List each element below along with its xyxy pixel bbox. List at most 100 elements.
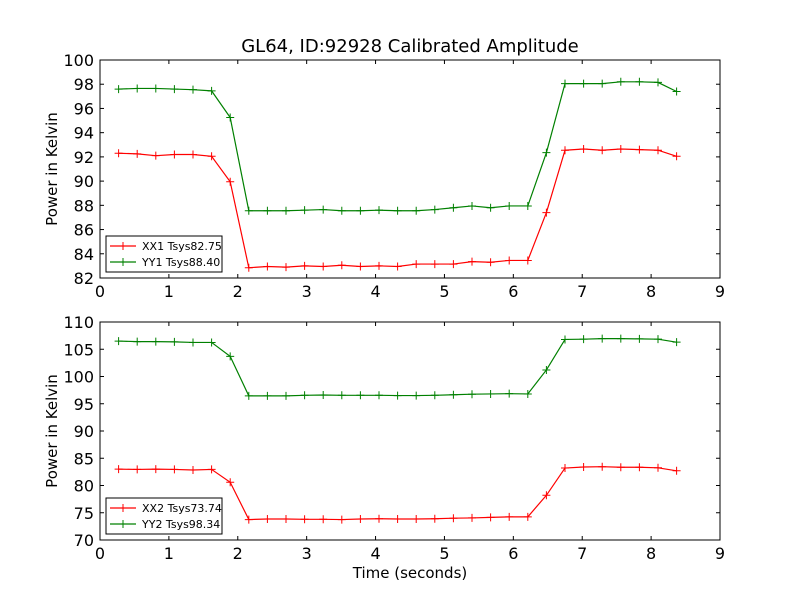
- data-point: [114, 85, 123, 94]
- y-tick-label: 84: [74, 245, 94, 264]
- data-point: [430, 514, 439, 523]
- data-point: [505, 201, 514, 210]
- data-point: [449, 260, 458, 269]
- data-point: [319, 205, 328, 214]
- data-point: [244, 206, 253, 215]
- data-point: [430, 205, 439, 214]
- legend-marker: [119, 504, 127, 512]
- data-point: [654, 463, 662, 472]
- series-line-2: [118, 81, 677, 212]
- data-point: [579, 335, 588, 344]
- data-point: [598, 146, 607, 155]
- legend: XX2 Tsys73.74 YY2 Tsys98.34: [105, 497, 223, 535]
- data-point: [579, 462, 588, 471]
- legend-marker: [119, 520, 127, 528]
- data-point: [561, 79, 569, 88]
- data-point: [672, 466, 681, 475]
- x-tick-label: 6: [508, 544, 518, 563]
- x-tick-label: 0: [95, 544, 105, 563]
- legend-label: XX2 Tsys73.74: [142, 502, 222, 515]
- data-point: [282, 391, 290, 400]
- data-point: [151, 337, 160, 346]
- data-point: [337, 261, 346, 270]
- data-point: [189, 338, 197, 347]
- data-point: [635, 145, 644, 154]
- data-point: [486, 258, 495, 267]
- data-point: [319, 391, 328, 400]
- y-tick-label: 100: [63, 51, 94, 70]
- data-point: [356, 391, 365, 400]
- data-point: [300, 515, 309, 524]
- data-point: [486, 203, 495, 212]
- data-point: [282, 263, 290, 272]
- data-point: [393, 515, 402, 524]
- y-tick-label: 88: [74, 196, 94, 215]
- data-point: [598, 334, 607, 343]
- x-tick-label: 3: [302, 282, 312, 301]
- legend-label: XX1 Tsys82.75: [142, 240, 222, 253]
- data-point: [412, 391, 421, 400]
- data-point: [133, 149, 142, 158]
- bottom-subplot: 0 1 2 3 4 5 6 7 8 9 70 75 80 85 90 95 100 105 110 Power in …: [43, 313, 725, 582]
- data-point: [654, 78, 662, 87]
- legend: XX1 Tsys82.75 YY1 Tsys88.40: [105, 235, 223, 273]
- y-tick-label: 70: [74, 531, 94, 550]
- data-point: [263, 206, 272, 215]
- data-point: [226, 177, 235, 186]
- data-point: [542, 208, 551, 217]
- data-point: [263, 262, 272, 271]
- data-point: [561, 464, 569, 473]
- data-point: [561, 335, 569, 344]
- x-tick-label: 8: [646, 544, 656, 563]
- x-tick-label: 5: [439, 544, 449, 563]
- data-point: [337, 391, 346, 400]
- data-point: [523, 256, 532, 265]
- data-point: [356, 206, 365, 215]
- data-point: [356, 515, 365, 524]
- legend-marker: [119, 258, 127, 266]
- x-axis-label: Time (seconds): [352, 564, 468, 582]
- data-point: [449, 390, 458, 399]
- data-point: [393, 262, 402, 271]
- legend-box: [105, 497, 223, 535]
- data-point: [226, 113, 235, 122]
- chart-title: GL64, ID:92928 Calibrated Amplitude: [241, 36, 579, 57]
- x-tick-label: 4: [370, 544, 380, 563]
- data-point: [151, 84, 160, 93]
- y-axis-label: Power in Kelvin: [43, 112, 61, 226]
- data-point: [635, 334, 644, 343]
- data-point: [319, 515, 328, 524]
- data-point: [486, 389, 495, 398]
- data-point: [244, 391, 253, 400]
- data-point: [282, 206, 290, 215]
- data-point: [523, 201, 532, 210]
- data-point: [114, 149, 123, 158]
- data-point: [542, 491, 551, 500]
- y-tick-label: 80: [74, 477, 94, 496]
- data-point: [449, 203, 458, 212]
- x-tick-label: 8: [646, 282, 656, 301]
- data-point: [430, 391, 439, 400]
- data-point: [170, 85, 179, 94]
- data-point: [337, 515, 346, 524]
- y-tick-label: 100: [63, 368, 94, 387]
- data-point: [207, 86, 216, 95]
- data-point: [337, 206, 346, 215]
- data-point: [616, 463, 625, 472]
- y-axis-label: Power in Kelvin: [43, 374, 61, 488]
- y-tick-label: 85: [74, 449, 94, 468]
- y-tick-label: 95: [74, 395, 94, 414]
- legend-label: YY1 Tsys88.40: [141, 256, 220, 269]
- data-point: [151, 465, 160, 474]
- data-point: [170, 337, 179, 346]
- y-tick-label: 86: [74, 221, 94, 240]
- x-tick-label: 4: [370, 282, 380, 301]
- plot-frame: [99, 59, 721, 279]
- data-point: [133, 337, 142, 346]
- data-point: [133, 465, 142, 474]
- data-point: [598, 462, 607, 471]
- x-tick-label: 6: [508, 282, 518, 301]
- data-point: [375, 391, 383, 400]
- data-point: [505, 389, 514, 398]
